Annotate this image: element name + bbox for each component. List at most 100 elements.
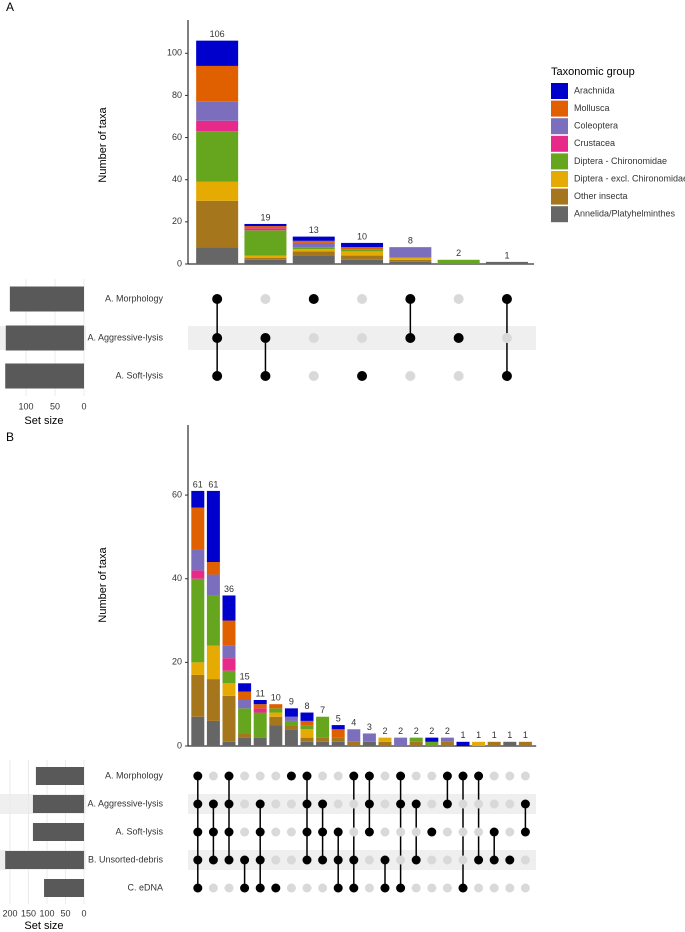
matrix-dot bbox=[212, 371, 223, 381]
set-name: A. Aggressive-lysis bbox=[87, 798, 163, 808]
matrix-dot bbox=[411, 827, 421, 837]
matrix-dot bbox=[260, 333, 271, 343]
bar-segment bbox=[191, 507, 205, 550]
matrix-dot bbox=[302, 827, 312, 837]
bar-segment bbox=[222, 658, 236, 671]
bar-total-label: 7 bbox=[320, 705, 325, 715]
matrix-dot bbox=[286, 827, 296, 837]
bar-segment bbox=[238, 691, 252, 700]
bar-segment bbox=[191, 490, 205, 508]
bar-segment bbox=[196, 131, 239, 182]
matrix-dot bbox=[505, 883, 515, 893]
bar-segment bbox=[331, 725, 345, 730]
bar-segment bbox=[253, 708, 267, 713]
bar-total-label: 1 bbox=[460, 730, 465, 740]
matrix-dot bbox=[489, 827, 499, 837]
matrix-dot bbox=[453, 294, 464, 304]
bar-segment bbox=[222, 645, 236, 659]
bar-total-label: 2 bbox=[456, 248, 461, 258]
bar-segment bbox=[206, 595, 220, 646]
bar-segment bbox=[238, 708, 252, 734]
bar-total-label: 1 bbox=[476, 730, 481, 740]
matrix-dot bbox=[442, 883, 452, 893]
bar-segment bbox=[269, 708, 283, 713]
matrix-dot bbox=[411, 799, 421, 809]
panel-label: A bbox=[6, 0, 14, 14]
set-tick-label: 150 bbox=[21, 908, 36, 918]
legend-label: Annelida/Platyhelminthes bbox=[574, 209, 676, 219]
bar-segment bbox=[437, 259, 480, 264]
set-name: B. Unsorted-debris bbox=[88, 854, 164, 864]
matrix-dot bbox=[302, 855, 312, 865]
matrix-dot bbox=[271, 771, 281, 781]
matrix-dot bbox=[380, 827, 390, 837]
bar-segment bbox=[191, 716, 205, 746]
bar-segment bbox=[409, 737, 423, 742]
bar-segment bbox=[196, 40, 239, 66]
bar-segment bbox=[389, 247, 432, 258]
matrix-dot bbox=[501, 371, 512, 381]
matrix-dot bbox=[357, 371, 368, 381]
bar-segment bbox=[341, 251, 384, 256]
matrix-dot bbox=[427, 827, 437, 837]
matrix-dot bbox=[224, 855, 234, 865]
legend-label: Other insecta bbox=[574, 191, 628, 201]
y-tick-label: 0 bbox=[177, 740, 182, 750]
matrix-dot bbox=[318, 827, 328, 837]
matrix-dot bbox=[240, 827, 250, 837]
bar-segment bbox=[206, 490, 220, 562]
matrix-dot bbox=[318, 771, 328, 781]
matrix-dot bbox=[333, 799, 343, 809]
bar-total-label: 8 bbox=[408, 236, 413, 246]
set-tick-label: 0 bbox=[81, 908, 86, 918]
matrix-dot bbox=[271, 827, 281, 837]
matrix-dot bbox=[193, 827, 203, 837]
row-stripe bbox=[188, 850, 536, 870]
matrix-dot bbox=[505, 827, 515, 837]
matrix-dot bbox=[255, 855, 265, 865]
matrix-dot bbox=[489, 855, 499, 865]
bar-segment bbox=[389, 257, 432, 260]
bar-segment bbox=[409, 741, 423, 746]
set-size-label: Set size bbox=[24, 415, 63, 427]
matrix-dot bbox=[286, 855, 296, 865]
set-size-bar bbox=[5, 325, 84, 351]
bar-segment bbox=[244, 228, 287, 231]
matrix-dot bbox=[396, 799, 406, 809]
matrix-dot bbox=[302, 799, 312, 809]
bar-segment bbox=[206, 720, 220, 746]
legend-swatch bbox=[551, 135, 568, 152]
set-size-bar bbox=[5, 851, 84, 869]
matrix-dot bbox=[458, 855, 468, 865]
bar-segment bbox=[196, 181, 239, 201]
bar-segment bbox=[238, 700, 252, 709]
bar-segment bbox=[238, 737, 252, 746]
set-size-bar bbox=[9, 286, 85, 312]
bar-segment bbox=[362, 733, 376, 742]
bar-total-label: 1 bbox=[504, 250, 509, 260]
matrix-dot bbox=[224, 799, 234, 809]
bar-segment bbox=[244, 257, 287, 260]
matrix-dot bbox=[405, 294, 416, 304]
matrix-dot bbox=[380, 883, 390, 893]
bar-segment bbox=[341, 247, 384, 250]
matrix-dot bbox=[501, 294, 512, 304]
bar-segment bbox=[485, 261, 528, 264]
matrix-dot bbox=[364, 799, 374, 809]
legend-swatch bbox=[551, 188, 568, 205]
legend-label: Crustacea bbox=[574, 138, 615, 148]
bar-segment bbox=[222, 741, 236, 746]
bar-total-label: 15 bbox=[240, 672, 250, 682]
matrix-dot bbox=[474, 883, 484, 893]
matrix-dot bbox=[405, 333, 416, 343]
set-tick-label: 100 bbox=[19, 401, 34, 411]
bar-segment bbox=[347, 741, 361, 746]
set-size-bar bbox=[35, 767, 84, 785]
bar-total-label: 61 bbox=[193, 479, 203, 489]
set-size-bar bbox=[5, 363, 85, 389]
bar-segment bbox=[206, 562, 220, 575]
matrix-dot bbox=[411, 771, 421, 781]
matrix-dot bbox=[474, 799, 484, 809]
matrix-dot bbox=[208, 771, 218, 781]
bar-total-label: 13 bbox=[309, 225, 319, 235]
